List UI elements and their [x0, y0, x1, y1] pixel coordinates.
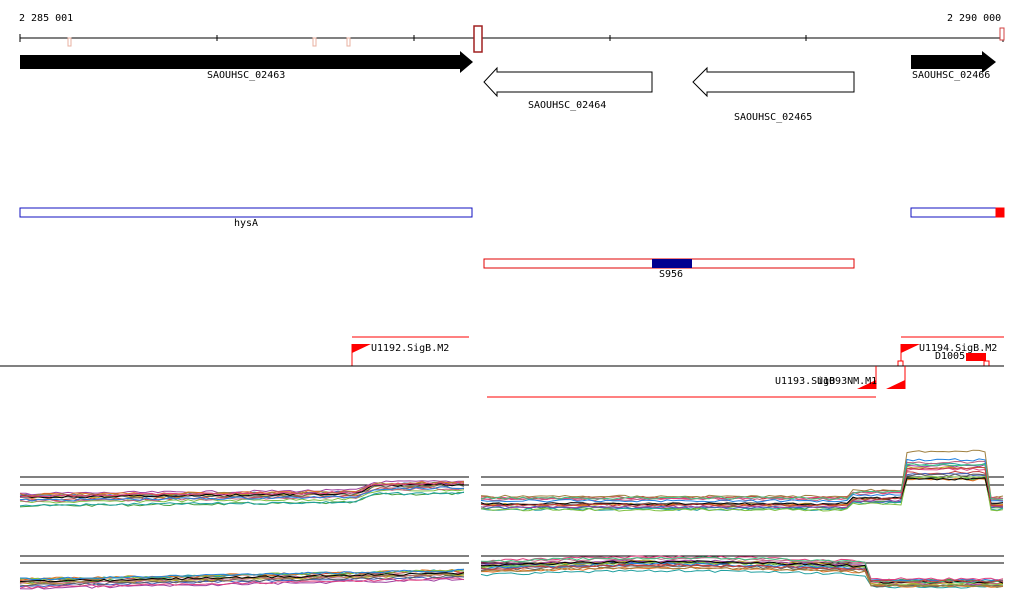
- expression-line: [19, 575, 465, 587]
- expression-line: [480, 556, 1004, 584]
- annotation-bar-partial[interactable]: [910, 207, 997, 218]
- gene-track: [20, 51, 996, 98]
- annotation-highlight: [652, 259, 692, 268]
- gene-label-SAOUHSC_02465[interactable]: SAOUHSC_02465: [734, 112, 813, 123]
- expression-line: [20, 568, 465, 581]
- expression-line: [19, 481, 465, 498]
- ruler-marker: [312, 37, 317, 47]
- gene-arrow-SAOUHSC_02466[interactable]: [911, 51, 996, 73]
- expression-line: [480, 566, 1004, 588]
- annotation-label-S956[interactable]: S956: [659, 269, 684, 280]
- motif-flag-U1194[interactable]: [901, 344, 920, 353]
- expression-line: [480, 463, 1004, 500]
- expression-line: [480, 563, 1004, 583]
- gene-arrow-SAOUHSC_02465[interactable]: [692, 66, 855, 98]
- gene-label-SAOUHSC_02466[interactable]: SAOUHSC_02466: [912, 70, 991, 81]
- expression-line: [19, 578, 465, 590]
- expression-line: [480, 475, 1004, 512]
- expression-line: [19, 491, 465, 507]
- expression-line: [480, 555, 1004, 581]
- expression-line: [480, 458, 1004, 503]
- expression-line: [480, 561, 1004, 587]
- expression-line: [19, 486, 465, 502]
- expression-line: [480, 466, 1003, 507]
- ruler-marker: [346, 37, 351, 47]
- motif-track: [0, 336, 1004, 398]
- expression-line: [19, 575, 465, 588]
- motif-label-D1005[interactable]: D1005: [935, 351, 966, 362]
- gene-label-SAOUHSC_02464[interactable]: SAOUHSC_02464: [528, 100, 607, 111]
- motif-label-U1193[interactable]: U1193.SigB: [775, 376, 836, 387]
- gene-arrow-SAOUHSC_02463[interactable]: [20, 51, 473, 73]
- expression-line: [19, 572, 465, 584]
- ruler-end-label: 2 290 000: [947, 13, 1002, 24]
- ruler-marker: [999, 27, 1005, 41]
- motif-flag-U1193[interactable]: [857, 380, 876, 389]
- annotation-bar-hysA[interactable]: [19, 207, 473, 218]
- ruler-marker: [67, 37, 72, 47]
- gene-label-SAOUHSC_02463[interactable]: SAOUHSC_02463: [207, 70, 286, 81]
- expression-line: [19, 572, 465, 583]
- motif-flag-U1192[interactable]: [352, 344, 371, 353]
- motif-flag-U1093NM[interactable]: [886, 380, 905, 389]
- annotation-bar-end: [995, 207, 1005, 218]
- motif-label-U1192[interactable]: U1192.SigB.M2: [371, 343, 450, 354]
- expression-tracks: [19, 449, 1004, 590]
- ruler-start-label: 2 285 001: [19, 13, 74, 24]
- coordinate-ruler: [19, 25, 1005, 53]
- ruler-selection-marker[interactable]: [473, 25, 483, 53]
- expression-line: [480, 463, 1004, 509]
- annotation-track: [19, 207, 1005, 269]
- expression-line: [19, 492, 465, 508]
- expression-line: [480, 477, 1004, 507]
- motif-label-U1194[interactable]: U1194.SigB.M2: [919, 343, 998, 354]
- expression-line: [19, 577, 465, 589]
- motif-label-U1093NM[interactable]: U1093NM.M1: [817, 376, 878, 387]
- gene-arrow-SAOUHSC_02464[interactable]: [483, 66, 653, 98]
- annotation-label-hysA[interactable]: hysA: [234, 218, 259, 229]
- motif-box-D1005[interactable]: [966, 353, 986, 361]
- expression-line: [480, 477, 1004, 506]
